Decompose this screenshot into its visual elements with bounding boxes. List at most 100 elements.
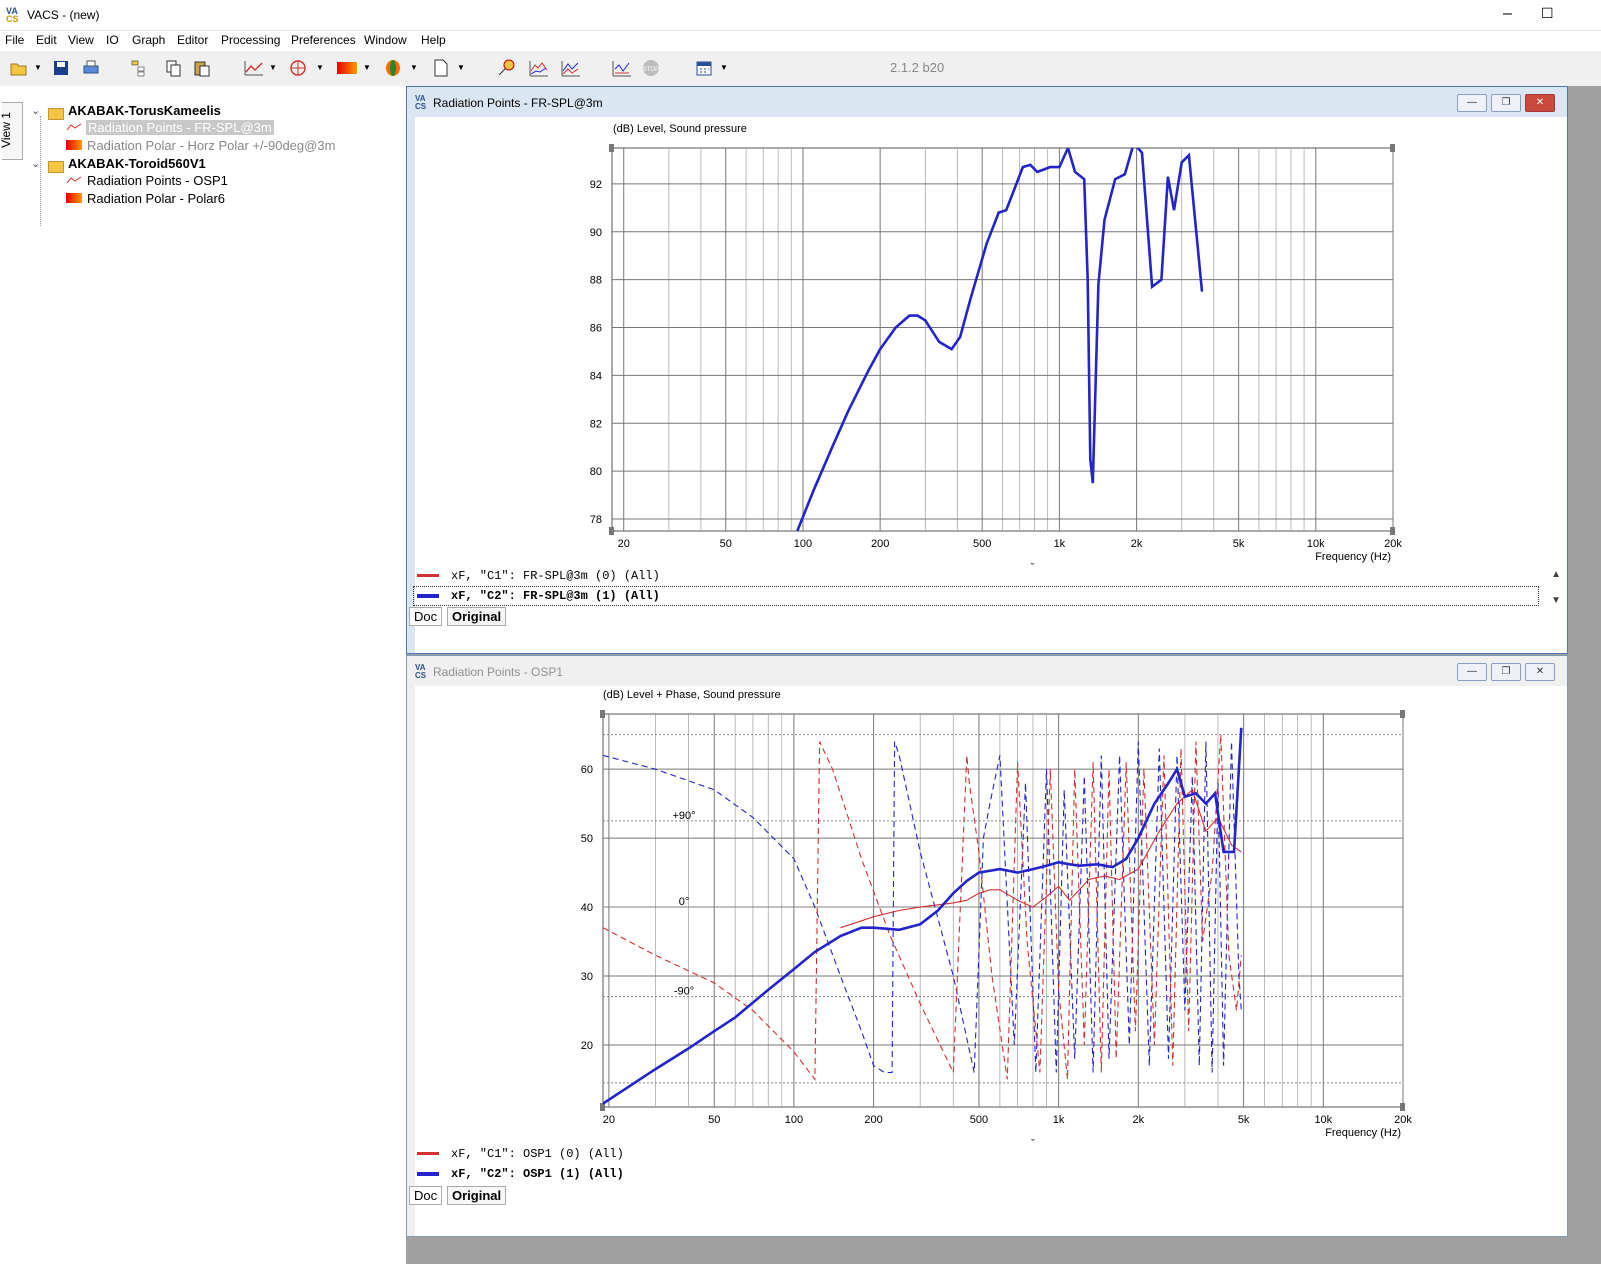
tree-item-horz-polar[interactable]: Radiation Polar - Horz Polar +/-90deg@3m xyxy=(87,138,336,153)
calendar-dropdown-icon[interactable]: ▼ xyxy=(720,63,728,72)
maximize-button[interactable]: ☐ xyxy=(1541,5,1554,21)
menu-bar: File Edit View IO Graph Editor Processin… xyxy=(0,31,1601,51)
restore-button[interactable]: ❐ xyxy=(1491,663,1521,681)
close-button[interactable]: ✕ xyxy=(1525,663,1555,681)
axis-handle xyxy=(1400,1103,1405,1111)
menu-editor[interactable]: Editor xyxy=(177,33,209,47)
tab-doc[interactable]: Doc xyxy=(409,1186,443,1205)
x-axis-label: Frequency (Hz) xyxy=(1315,551,1391,563)
y-tick-label: 92 xyxy=(590,179,602,191)
expand-chevron-icon[interactable]: ⌄ xyxy=(31,105,41,117)
view-tab-label: View 1 xyxy=(0,112,13,148)
polar-graph-dropdown-icon[interactable]: ▼ xyxy=(316,63,324,72)
axis-handle xyxy=(1400,710,1405,718)
menu-io[interactable]: IO xyxy=(106,33,119,47)
tree-item-osp1[interactable]: Radiation Points - OSP1 xyxy=(87,173,228,188)
window-titlebar: VA CS VACS - (new) – ☐ xyxy=(0,0,1601,31)
mic-icon[interactable] xyxy=(497,59,517,77)
menu-file[interactable]: File xyxy=(5,33,25,47)
legend-item-c2-label: xF, "C2": OSP1 (1) (All) xyxy=(451,1167,624,1181)
close-button[interactable]: ✕ xyxy=(1525,94,1555,112)
x-tick-label: 20k xyxy=(1394,1114,1412,1126)
spl-graph-icon[interactable] xyxy=(529,59,549,77)
x-tick-label: 20 xyxy=(603,1114,615,1126)
y-tick-label: 90 xyxy=(590,227,602,239)
tree-item-fr-spl[interactable]: Radiation Points - FR-SPL@3m xyxy=(86,120,274,135)
balloon-icon[interactable] xyxy=(384,59,402,77)
menu-help[interactable]: Help xyxy=(421,33,446,47)
tree-item-polar6[interactable]: Radiation Polar - Polar6 xyxy=(87,191,226,206)
x-tick-label: 20 xyxy=(618,538,630,550)
x-tick-label: 1k xyxy=(1053,1114,1065,1126)
open-dropdown-icon[interactable]: ▼ xyxy=(34,63,42,72)
app-logo-icon: VA CS xyxy=(415,94,427,111)
app-logo-icon: VA CS xyxy=(6,6,19,24)
y-axis-label: (dB) Level, Sound pressure xyxy=(613,123,747,135)
radiation-polar-icon xyxy=(66,193,82,203)
print-icon[interactable] xyxy=(82,59,100,77)
y-tick-label: 50 xyxy=(581,833,593,845)
tree-root-toroid560v1[interactable]: AKABAK-Toroid560V1 xyxy=(68,156,206,171)
legend-item-c1[interactable]: xF, "C1": FR-SPL@3m (0) (All) xyxy=(417,569,660,583)
view-tab[interactable]: View 1 xyxy=(0,102,23,160)
restore-button[interactable]: ❐ xyxy=(1491,94,1521,112)
menu-graph[interactable]: Graph xyxy=(132,33,166,47)
menu-edit[interactable]: Edit xyxy=(36,33,57,47)
axis-handle xyxy=(609,144,614,152)
expand-chevron-icon[interactable]: ⌄ xyxy=(31,158,41,170)
x-tick-label: 5k xyxy=(1233,538,1245,550)
menu-window[interactable]: Window xyxy=(364,33,407,47)
x-tick-label: 50 xyxy=(720,538,732,550)
copy-icon[interactable] xyxy=(164,59,182,77)
menu-view[interactable]: View xyxy=(68,33,94,47)
tab-original[interactable]: Original xyxy=(447,607,507,626)
minimize-button[interactable]: — xyxy=(1457,94,1487,112)
legend-swatch-blue xyxy=(417,593,439,598)
waterfall-icon[interactable] xyxy=(561,59,581,77)
x-tick-label: 2k xyxy=(1132,1114,1144,1126)
x-tick-label: 2k xyxy=(1131,538,1143,550)
menu-preferences[interactable]: Preferences xyxy=(291,33,356,47)
scroll-up-icon[interactable]: ▲ xyxy=(1551,569,1561,580)
axis-handle xyxy=(609,527,614,535)
legend-item-c1[interactable]: xF, "C1": OSP1 (0) (All) xyxy=(417,1147,624,1161)
calendar-icon[interactable] xyxy=(695,59,713,77)
line-graph-icon[interactable] xyxy=(244,59,264,77)
new-document-dropdown-icon[interactable]: ▼ xyxy=(457,63,465,72)
y-tick-label: 86 xyxy=(590,323,602,335)
graph-window-titlebar[interactable]: VA CS Radiation Points - OSP1 — ❐ ✕ xyxy=(407,656,1567,686)
tab-doc[interactable]: Doc xyxy=(409,607,443,626)
x-axis-label: Frequency (Hz) xyxy=(1325,1127,1401,1139)
tree-item-fr-spl-label: Radiation Points - FR-SPL@3m xyxy=(86,120,274,135)
graph-window-titlebar[interactable]: VA CS Radiation Points - FR-SPL@3m — ❐ ✕ xyxy=(407,87,1567,117)
stop-icon[interactable]: STOP xyxy=(642,59,660,77)
color-map-dropdown-icon[interactable]: ▼ xyxy=(363,63,371,72)
minimize-button[interactable]: – xyxy=(1503,5,1512,22)
legend-item-c2[interactable]: xF, "C2": FR-SPL@3m (1) (All) xyxy=(417,589,660,603)
paste-icon[interactable] xyxy=(193,59,211,77)
line-graph-dropdown-icon[interactable]: ▼ xyxy=(269,63,277,72)
polar-graph-icon[interactable] xyxy=(289,59,307,77)
balloon-dropdown-icon[interactable]: ▼ xyxy=(410,63,418,72)
menu-processing[interactable]: Processing xyxy=(221,33,281,47)
tab-original[interactable]: Original xyxy=(447,1186,507,1205)
y-tick-label: 30 xyxy=(581,971,593,983)
new-document-icon[interactable] xyxy=(432,59,450,77)
tree-icon[interactable] xyxy=(130,59,148,77)
series-line xyxy=(796,148,1204,531)
open-folder-icon[interactable] xyxy=(10,59,28,77)
y-tick-label: 40 xyxy=(581,902,593,914)
scroll-down-icon[interactable]: ▼ xyxy=(1551,595,1561,606)
x-tick-label: 10k xyxy=(1307,538,1325,550)
minimize-button[interactable]: — xyxy=(1457,663,1487,681)
legend-item-c2[interactable]: xF, "C2": OSP1 (1) (All) xyxy=(417,1167,624,1181)
series-line xyxy=(603,741,1242,1074)
color-map-icon[interactable] xyxy=(336,59,358,77)
window-title: VACS - (new) xyxy=(27,8,100,22)
save-icon[interactable] xyxy=(52,59,70,77)
phase-label: -90° xyxy=(674,986,694,998)
tree-connector xyxy=(40,116,41,226)
legend-item-c1-label: xF, "C1": FR-SPL@3m (0) (All) xyxy=(451,569,660,583)
tree-root-toruskameelis[interactable]: AKABAK-TorusKameelis xyxy=(68,103,221,118)
chart-options-icon[interactable] xyxy=(612,59,632,77)
